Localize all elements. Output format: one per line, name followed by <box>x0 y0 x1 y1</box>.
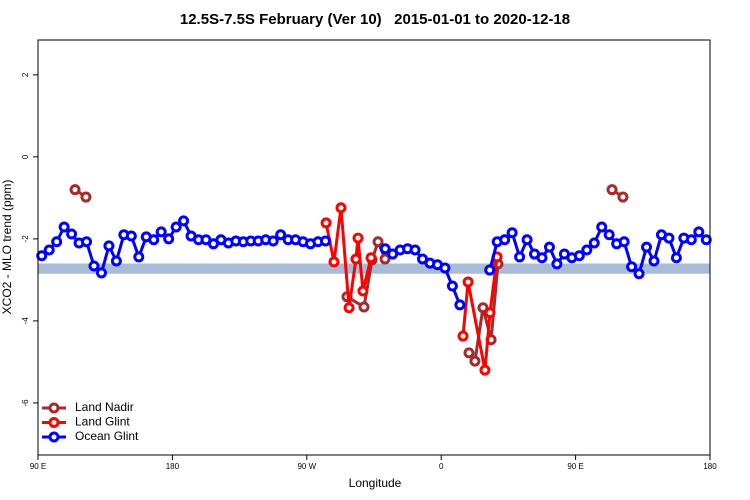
point <box>69 184 81 196</box>
point <box>365 252 377 264</box>
point <box>633 268 645 280</box>
point <box>446 280 458 292</box>
x-tick-label: 0 <box>439 462 444 471</box>
point <box>66 228 78 240</box>
point <box>484 307 496 319</box>
point <box>700 234 712 246</box>
point <box>357 285 369 297</box>
point <box>457 330 469 342</box>
point <box>648 255 660 267</box>
legend-marker <box>48 417 60 428</box>
y-tick-label: 2 <box>21 72 30 77</box>
point <box>51 236 63 248</box>
point <box>499 234 511 246</box>
point <box>479 364 491 376</box>
point <box>439 262 451 274</box>
point <box>328 256 340 268</box>
point <box>350 253 362 265</box>
point <box>543 241 555 253</box>
legend-label: Land Nadir <box>75 400 134 414</box>
y-tick-label: -2 <box>21 235 30 243</box>
point <box>170 221 182 233</box>
point <box>514 251 526 263</box>
plot-frame <box>37 39 711 456</box>
point <box>155 226 167 238</box>
point <box>275 229 287 241</box>
point <box>685 234 697 246</box>
point <box>536 252 548 264</box>
point <box>335 202 347 214</box>
point <box>484 264 496 276</box>
point <box>551 258 563 270</box>
point <box>343 302 355 314</box>
chart-title: 12.5S-7.5S February (Ver 10) 2015-01-01 … <box>180 11 570 28</box>
point <box>379 243 391 255</box>
point <box>573 250 585 262</box>
point <box>588 237 600 249</box>
point <box>596 221 608 233</box>
legend-marker <box>48 431 60 443</box>
x-tick-label: 180 <box>703 462 717 471</box>
point <box>148 234 160 246</box>
point <box>477 302 489 314</box>
x-axis-title: Longitude <box>349 476 402 490</box>
point <box>58 221 70 233</box>
point <box>409 244 421 256</box>
point <box>267 235 279 247</box>
point <box>103 240 115 252</box>
legend-label: Ocean Glint <box>75 429 139 443</box>
point <box>581 244 593 256</box>
point <box>454 299 466 311</box>
point <box>358 301 370 313</box>
point <box>626 261 638 273</box>
point <box>43 244 55 256</box>
point <box>379 253 391 265</box>
point <box>88 260 100 272</box>
point <box>617 191 629 203</box>
point <box>462 276 474 288</box>
x-tick-label: 90 E <box>30 462 46 471</box>
point <box>352 232 364 244</box>
reference-band <box>38 263 710 274</box>
point <box>663 232 675 244</box>
legend-marker <box>48 402 60 414</box>
point <box>693 226 705 238</box>
x-tick-label: 180 <box>166 462 180 471</box>
point <box>163 233 175 245</box>
point <box>125 230 137 242</box>
y-tick-label: -4 <box>21 317 30 325</box>
point <box>463 347 475 359</box>
y-axis-title: XCO2 - MLO trend (ppm) <box>0 180 14 315</box>
point <box>469 355 481 367</box>
point <box>80 191 92 203</box>
point <box>603 229 615 241</box>
point <box>178 215 190 227</box>
point <box>618 236 630 248</box>
point <box>95 267 107 279</box>
point <box>641 241 653 253</box>
legend-label: Land Glint <box>75 415 130 429</box>
y-tick-label: 0 <box>21 154 30 159</box>
y-tick-label: -6 <box>21 399 30 407</box>
point <box>670 252 682 264</box>
x-tick-label: 90 W <box>297 462 316 471</box>
point <box>372 236 384 248</box>
point <box>110 255 122 267</box>
point <box>319 235 331 247</box>
point <box>320 217 332 229</box>
x-tick-label: 90 E <box>567 462 583 471</box>
point <box>36 250 48 262</box>
point <box>606 184 618 196</box>
point <box>506 227 518 239</box>
point <box>521 234 533 246</box>
point <box>81 236 93 248</box>
point <box>133 251 145 263</box>
